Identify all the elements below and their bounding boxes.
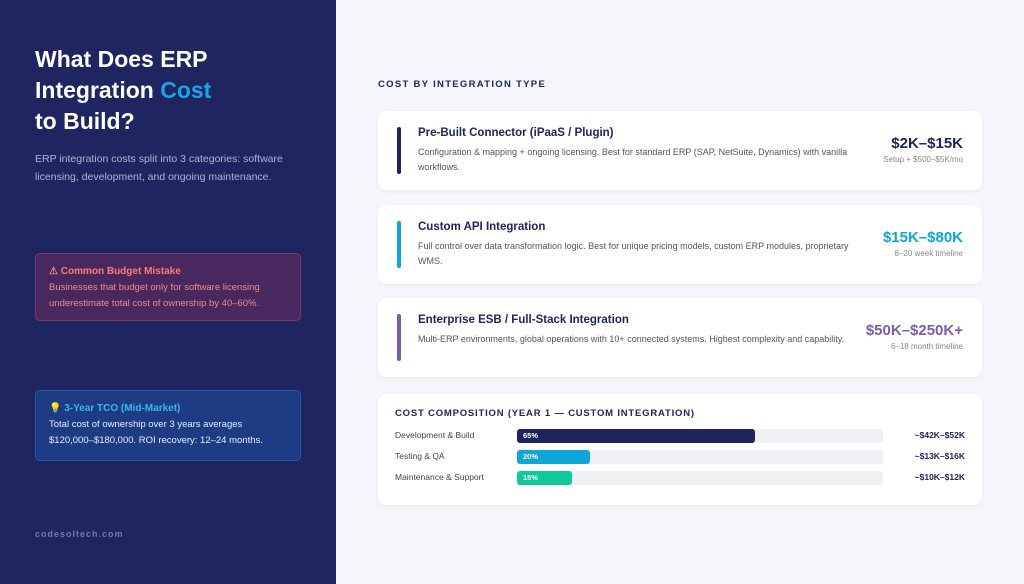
card-title: Enterprise ESB / Full-Stack Integration — [418, 314, 629, 326]
accent-bar — [397, 127, 401, 174]
tip-text: Total cost of ownership over 3 years ave… — [49, 419, 263, 446]
left-panel: What Does ERP Integration Cost to Build? … — [0, 0, 336, 584]
bar-label: 15% — [523, 473, 539, 482]
card-note: 8–20 week timeline — [894, 249, 963, 258]
accent-bar — [397, 314, 401, 361]
bar-label: 20% — [523, 452, 539, 461]
title-text: What Does ERP Integration — [35, 46, 208, 103]
title-text: to Build? — [35, 108, 135, 134]
title: What Does ERP Integration Cost to Build? — [35, 44, 295, 137]
footer: codesoltech.com — [35, 529, 124, 539]
bar-label: 65% — [523, 431, 539, 440]
row-label: Testing & QA — [395, 451, 445, 461]
card-note: 6–18 month timeline — [890, 342, 963, 351]
bar-track: 20% — [517, 450, 883, 464]
card-text: Multi-ERP environments, global operation… — [418, 334, 845, 344]
title-highlight: Cost — [160, 77, 212, 103]
section-title: COST BY INTEGRATION TYPE — [378, 79, 547, 90]
bar: 65% — [517, 429, 755, 443]
warning-title: ⚠ Common Budget Mistake — [49, 266, 181, 277]
row-amount: ~$13K–$16K — [914, 451, 965, 461]
composition-row: Testing & QA 20% ~$13K–$16K — [378, 450, 982, 464]
warning-box: ⚠ Common Budget Mistake Businesses that … — [35, 253, 301, 321]
bar: 20% — [517, 450, 591, 464]
card-title: Custom API Integration — [418, 221, 546, 233]
card-text: Configuration & mapping + ongoing licens… — [418, 147, 848, 172]
card-price: $15K–$80K — [882, 229, 963, 246]
row-amount: ~$42K–$52K — [914, 430, 965, 440]
warning-text: Businesses that budget only for software… — [49, 282, 260, 309]
accent-bar — [397, 221, 401, 268]
composition-row: Maintenance & Support 15% ~$10K–$12K — [378, 471, 982, 485]
bar: 15% — [517, 471, 572, 485]
tip-box: 💡 3-Year TCO (Mid-Market) Total cost of … — [35, 390, 301, 461]
card-price: $2K–$15K — [891, 135, 963, 152]
card-text: Full control over data transformation lo… — [418, 241, 849, 266]
row-amount: ~$10K–$12K — [914, 472, 965, 482]
bar-track: 15% — [517, 471, 883, 485]
card-note: Setup + $500–$5K/mo — [883, 155, 963, 164]
tip-title: 💡 3-Year TCO (Mid-Market) — [49, 403, 181, 414]
bar-track: 65% — [517, 429, 883, 443]
row-label: Maintenance & Support — [395, 472, 484, 482]
card: Pre-Built Connector (iPaaS / Plugin) Conf… — [378, 111, 982, 190]
card: Enterprise ESB / Full-Stack Integration M… — [378, 298, 982, 377]
row-label: Development & Build — [395, 430, 475, 440]
card-price: $50K–$250K+ — [865, 322, 963, 339]
card: Custom API Integration Full control over … — [378, 205, 982, 284]
intro: ERP integration costs split into 3 categ… — [35, 153, 283, 183]
composition-row: Development & Build 65% ~$42K–$52K — [378, 429, 982, 443]
composition: COST COMPOSITION (YEAR 1 — CUSTOM INTEGR… — [378, 394, 982, 505]
composition-title: COST COMPOSITION (YEAR 1 — CUSTOM INTEGR… — [395, 408, 695, 419]
card-title: Pre-Built Connector (iPaaS / Plugin) — [418, 127, 614, 139]
